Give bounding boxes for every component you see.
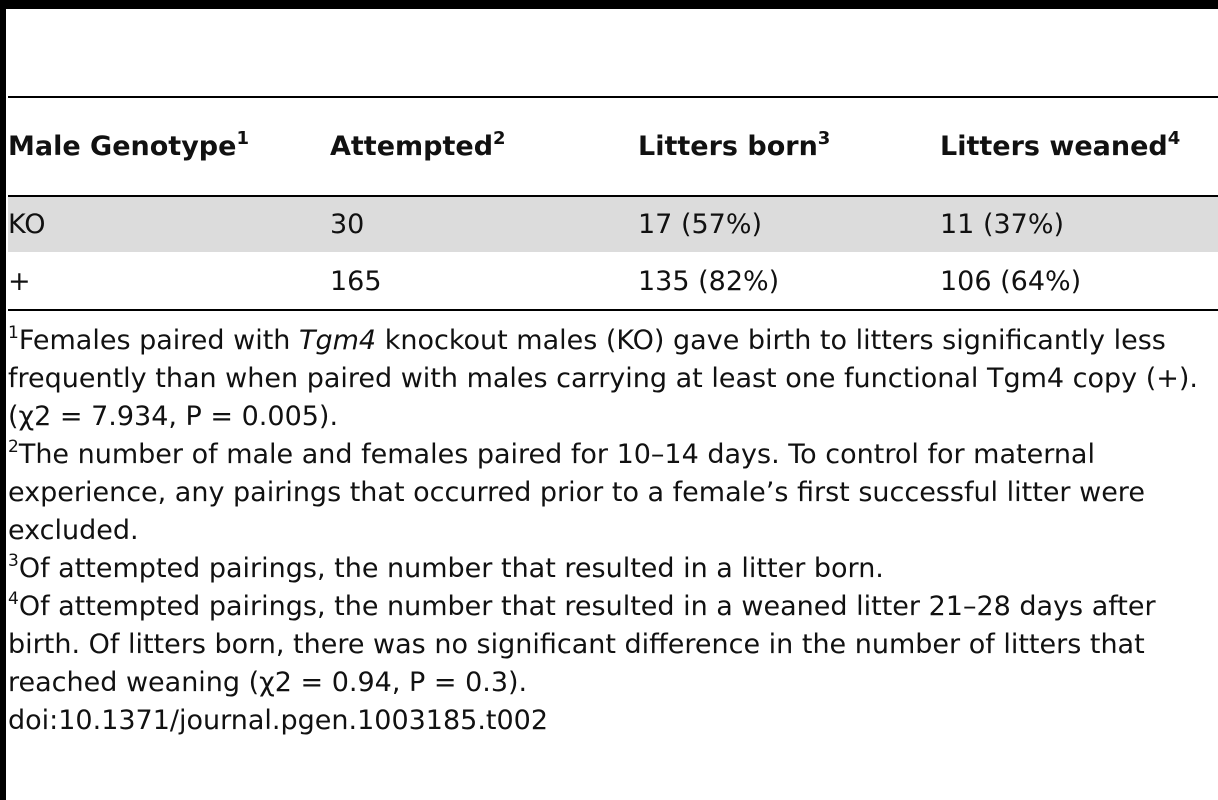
footnote-4: 4Of attempted pairings, the number that … — [8, 588, 1218, 702]
footnote-2: 2The number of male and females paired f… — [8, 436, 1218, 550]
table-body: KO 30 17 (57%) 11 (37%) + 165 135 (82%) … — [8, 196, 1218, 310]
header-male-genotype: Male Genotype1 — [8, 97, 330, 196]
cell-attempted: 165 — [330, 266, 382, 297]
footnote-text: Of attempted pairings, the number that r… — [8, 591, 1156, 698]
data-table-container: Male Genotype1 Attempted2 Litters born3 … — [8, 96, 1218, 311]
footnote-mark: 1 — [236, 128, 249, 149]
footnote-text: Of attempted pairings, the number that r… — [18, 553, 884, 584]
doi-link[interactable]: doi:10.1371/journal.pgen.1003185.t002 — [8, 705, 549, 736]
header-label: Male Genotype — [8, 131, 237, 162]
footnote-mark: 3 — [817, 128, 831, 149]
footnote-mark: 1 — [8, 323, 19, 343]
cell-litters-weaned: 11 (37%) — [940, 196, 1218, 253]
table-row: + 165 135 (82%) 106 (64%) — [8, 253, 1218, 310]
cell-genotype: + — [8, 266, 31, 297]
footnote-mark: 4 — [1167, 128, 1181, 149]
header-litters-weaned: Litters weaned4 — [940, 97, 1218, 196]
header-attempted: Attempted2 — [330, 97, 638, 196]
footnote-text: knockout males (KO) gave birth to litter… — [8, 325, 1199, 432]
cell-litters-weaned: 106 (64%) — [940, 266, 1082, 297]
header-label: Litters weaned — [940, 131, 1168, 162]
cell-litters-born: 135 (82%) — [638, 266, 780, 297]
footnote-3: 3Of attempted pairings, the number that … — [8, 550, 1218, 588]
footnote-mark: 2 — [493, 128, 506, 149]
footnote-mark: 2 — [8, 437, 19, 457]
table-header: Male Genotype1 Attempted2 Litters born3 … — [8, 97, 1218, 196]
cell-attempted: 30 — [330, 196, 638, 253]
gene-name: Tgm4 — [299, 325, 377, 356]
breeding-results-table: Male Genotype1 Attempted2 Litters born3 … — [8, 96, 1218, 311]
footnote-text: Females paired with — [18, 325, 299, 356]
header-row: Male Genotype1 Attempted2 Litters born3 … — [8, 97, 1218, 196]
table-row: KO 30 17 (57%) 11 (37%) — [8, 196, 1218, 253]
header-label: Attempted — [330, 131, 494, 162]
table-footnotes: 1Females paired with Tgm4 knockout males… — [8, 322, 1218, 740]
footnote-1: 1Females paired with Tgm4 knockout males… — [8, 322, 1218, 436]
left-border — [0, 0, 6, 800]
header-label: Litters born — [638, 131, 818, 162]
header-litters-born: Litters born3 — [638, 97, 940, 196]
top-rule — [0, 0, 1218, 9]
footnote-text: The number of male and females paired fo… — [8, 439, 1145, 546]
footnote-mark: 3 — [8, 551, 19, 571]
footnote-mark: 4 — [8, 589, 19, 609]
cell-genotype: KO — [8, 196, 330, 253]
cell-litters-born: 17 (57%) — [638, 196, 940, 253]
